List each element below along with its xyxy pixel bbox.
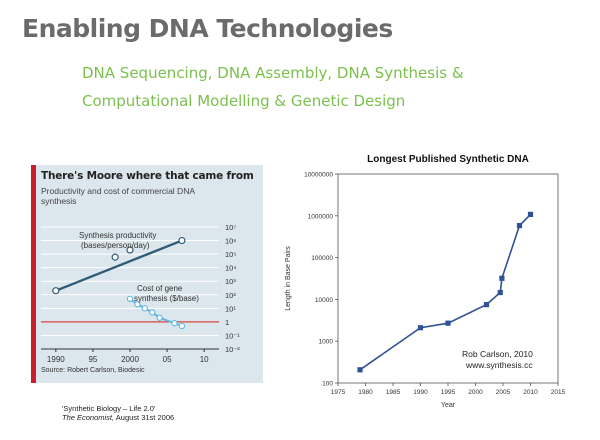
econ-y-tick-label: 10⁴ [225, 264, 237, 273]
right-chart-title: Longest Published Synthetic DNA [367, 154, 529, 165]
econ-y-tick-label: 10⁻² [225, 345, 240, 354]
econ-y-tick-label: 10¹ [225, 304, 236, 313]
right-series-point [445, 320, 451, 326]
right-chart-plot-area [337, 173, 559, 384]
right-y-tick-label: 100000 [311, 255, 333, 262]
citation-publication: The Economist, August 31st 2006 [62, 413, 174, 422]
econ-productivity-label-line2: (bases/person/day) [81, 241, 150, 250]
right-series-point [499, 275, 505, 281]
econ-y-tick-label: 10⁵ [225, 250, 236, 259]
slide-title: Enabling DNA Technologies [22, 14, 393, 43]
econ-cost-point [134, 301, 141, 308]
right-series-point [357, 367, 363, 373]
right-x-tick-label: 1995 [441, 389, 456, 396]
right-x-tick-label: 1985 [386, 389, 401, 396]
citation-article: 'Synthetic Biology – Life 2.0' [62, 404, 156, 413]
economist-chart-svg: 10⁷ 10⁶ 10⁵ 10⁴ 10³ 10² 10¹ 1 10⁻¹ 10⁻² 1990 95 2000… [41, 223, 240, 364]
econ-y-tick-label: 10⁶ [225, 237, 236, 246]
right-y-tick-label: 1000 [319, 339, 334, 346]
slide-subtitle-line2: Computational Modelling & Genetic Design [82, 92, 406, 110]
econ-cost-label-line1: Cost of gene [137, 284, 183, 293]
econ-y-tick-label: 10⁷ [225, 223, 236, 232]
right-y-tick-label: 1000000 [308, 213, 334, 220]
econ-y-tick-label: 10³ [225, 277, 236, 286]
slide-subtitle-line1: DNA Sequencing, DNA Assembly, DNA Synthe… [82, 64, 464, 82]
right-y-tick-label: 100 [322, 381, 333, 388]
right-series-line [359, 213, 532, 371]
econ-cost-label-line2: synthesis ($/base) [134, 294, 199, 303]
econ-cost-point [156, 314, 163, 321]
synthetic-dna-chart-svg: Longest Published Synthetic DNA 100 1000 10… [285, 154, 566, 409]
right-x-axis-label: Year [441, 402, 456, 409]
economist-chart-source: Source: Robert Carlson, Biodesic [41, 367, 145, 374]
econ-cost-point [149, 309, 156, 316]
economist-chart-subtitle: Productivity and cost of commercial DNA … [41, 186, 195, 206]
economist-red-stripe [31, 165, 36, 383]
citation-magazine: The Economist, [62, 413, 115, 422]
economist-chart-title: There's Moore where that came from [41, 170, 254, 182]
econ-x-tick-label: 05 [163, 355, 172, 364]
right-x-tick-label: 1980 [358, 389, 373, 396]
econ-cost-point [126, 295, 134, 303]
econ-productivity-point [111, 253, 119, 261]
right-annotation-line1: Rob Carlson, 2010 [462, 349, 533, 359]
right-series-point [483, 302, 490, 308]
econ-x-tick-label: 1990 [47, 355, 65, 364]
econ-productivity-point [52, 287, 60, 295]
right-y-tick-label: 10000 [315, 297, 333, 304]
citation-date: August 31st 2006 [114, 413, 175, 422]
econ-x-tick-label: 2000 [121, 355, 139, 364]
right-annotation-line2: www.synthesis.cc [465, 360, 533, 370]
economist-chart-panel: There's Moore where that came from Produ… [31, 165, 263, 383]
right-series-point [516, 222, 523, 229]
right-x-tick-label: 2015 [551, 389, 566, 396]
right-series-point [527, 211, 534, 218]
right-series-point [417, 325, 424, 331]
right-x-tick-label: 2000 [468, 389, 483, 396]
econ-x-tick-label: 10 [200, 355, 209, 364]
econ-y-tick-label: 10² [225, 291, 236, 300]
right-y-tick-label: 10000000 [304, 172, 333, 179]
right-x-tick-label: 2005 [496, 389, 511, 396]
econ-productivity-point [178, 236, 186, 245]
right-series-point [497, 289, 503, 296]
econ-y-tick-label: 10⁻¹ [225, 331, 240, 340]
econ-cost-point [141, 305, 148, 312]
right-y-axis-label: Length in Base Pairs [285, 246, 292, 311]
econ-cost-point [178, 322, 186, 330]
econ-productivity-label-line1: Synthesis productivity [79, 231, 156, 240]
econ-y-tick-label: 1 [225, 318, 229, 327]
econ-x-tick-label: 95 [88, 355, 97, 364]
econ-productivity-point [126, 246, 134, 254]
right-x-tick-label: 1975 [331, 389, 346, 396]
econ-productivity-line [55, 239, 183, 292]
right-x-tick-label: 1990 [413, 389, 428, 396]
citation: 'Synthetic Biology – Life 2.0' The Econo… [62, 404, 174, 422]
right-x-tick-label: 2010 [523, 389, 538, 396]
econ-cost-point [171, 320, 178, 327]
